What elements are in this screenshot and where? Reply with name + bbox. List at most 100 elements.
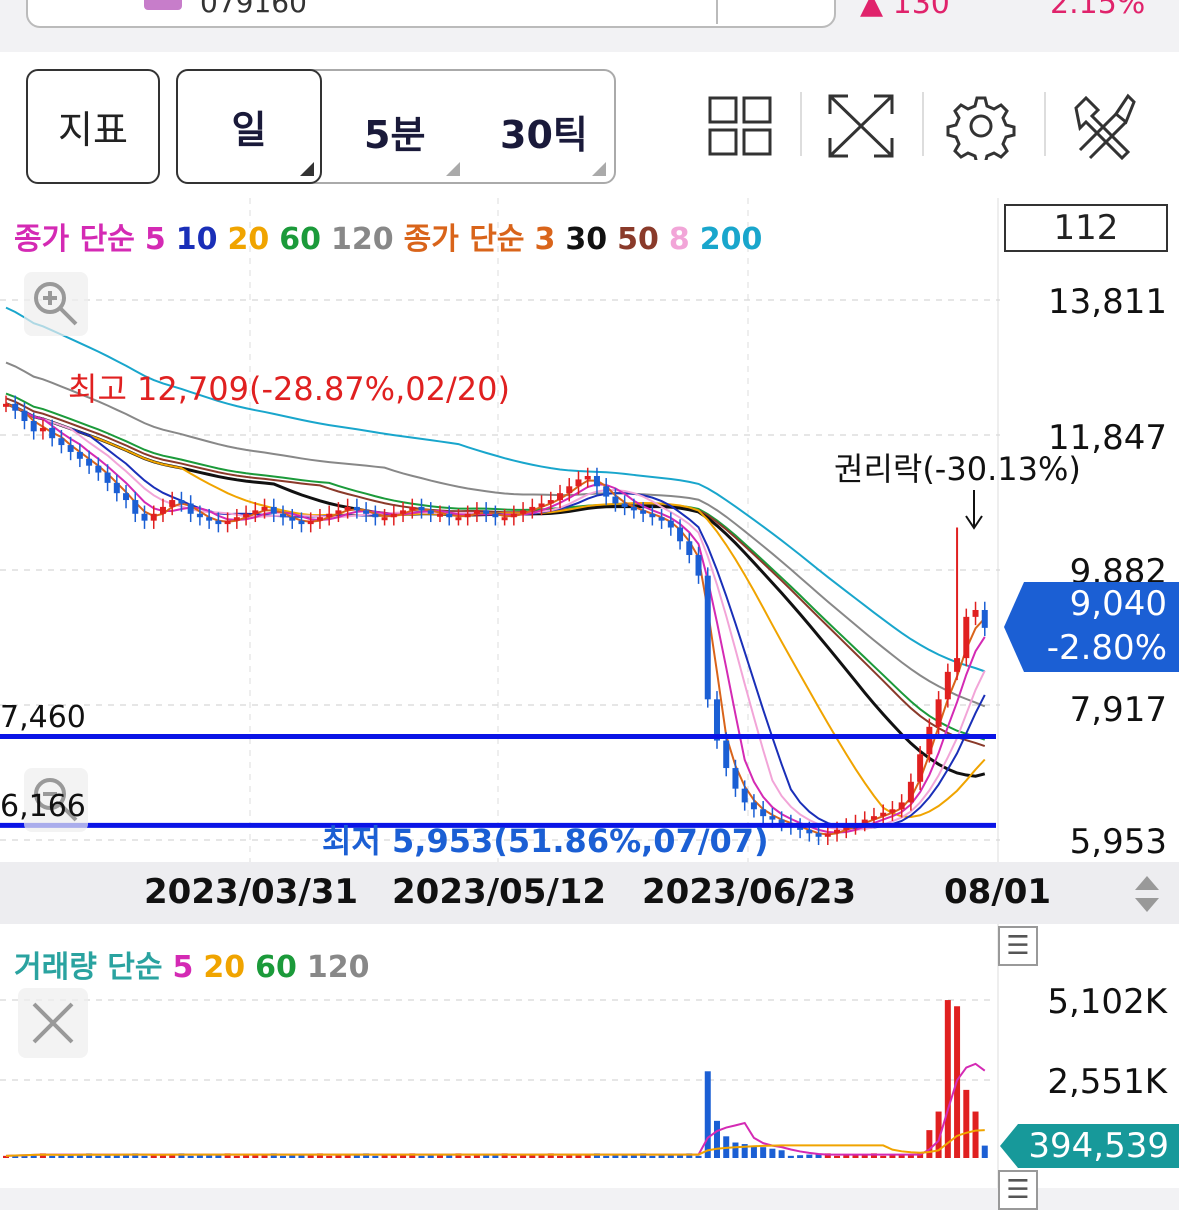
x-axis-bar <box>0 862 1179 924</box>
zoom-out-icon[interactable] <box>24 768 88 836</box>
candle-body <box>215 520 222 525</box>
gear-icon[interactable] <box>946 92 1016 166</box>
candle-body <box>289 517 296 521</box>
indicator-button[interactable]: 지표 <box>26 69 160 184</box>
candle-body <box>353 506 360 511</box>
price-chart-panel[interactable] <box>0 198 1179 862</box>
candle-body <box>732 768 739 789</box>
volume-bar <box>547 1153 554 1158</box>
candle-body <box>224 520 231 525</box>
price-chart[interactable] <box>0 198 1179 862</box>
stock-type-icon <box>144 0 182 10</box>
volume-bar <box>381 1155 388 1158</box>
current-volume-tag: 394,539 <box>1000 1124 1179 1168</box>
volume-bar <box>686 1153 693 1158</box>
volume-bar <box>39 1153 46 1158</box>
candle-body <box>621 503 628 507</box>
period-day-button[interactable]: 일 <box>176 69 322 184</box>
volume-bar <box>21 1154 28 1158</box>
candle-count-box[interactable]: 112 <box>1004 204 1168 252</box>
volume-bar <box>612 1155 619 1158</box>
volume-bar <box>575 1154 582 1158</box>
candle-body <box>12 403 19 411</box>
candle-body <box>58 438 65 446</box>
volume-bar <box>261 1153 268 1158</box>
candle-body <box>741 788 748 803</box>
volume-bar <box>418 1155 425 1158</box>
candle-body <box>843 826 850 830</box>
candle-body <box>150 513 157 521</box>
period-5min-button[interactable]: 5분 <box>364 113 426 157</box>
resize-handle-icon[interactable] <box>1132 872 1162 920</box>
line-label-lower: 6,166 <box>0 789 86 824</box>
candle-body <box>270 506 277 514</box>
volume-bar <box>86 1153 93 1158</box>
volume-bar <box>824 1153 831 1158</box>
volume-bar <box>981 1145 988 1158</box>
candle-body <box>649 513 656 518</box>
legend-item: 종가 단순 <box>403 222 525 257</box>
volume-bar <box>529 1154 536 1158</box>
volume-bar <box>12 1155 19 1158</box>
candle-body <box>363 510 370 514</box>
legend-item: 50 <box>617 222 659 257</box>
candle-body <box>206 517 213 521</box>
volume-bar <box>123 1153 130 1158</box>
zoom-in-icon[interactable] <box>24 272 88 340</box>
close-icon[interactable] <box>18 988 88 1062</box>
candle-body <box>575 479 582 487</box>
moving-average-line <box>5 361 986 708</box>
volume-bar <box>58 1155 65 1158</box>
volume-bar <box>206 1154 213 1158</box>
volume-chart[interactable] <box>0 924 1179 1188</box>
volume-ma-line <box>5 1062 986 1157</box>
candle-body <box>640 510 647 514</box>
legend-item: 20 <box>227 222 270 257</box>
candle-body <box>612 496 619 504</box>
candle-body <box>520 510 527 514</box>
line-label-upper: 7,460 <box>0 700 86 735</box>
candle-body <box>547 500 554 504</box>
expand-icon[interactable] <box>826 92 896 164</box>
volume-bar <box>806 1154 813 1158</box>
candle-body <box>944 671 951 700</box>
candle-body <box>49 427 56 439</box>
candle-body <box>233 517 240 521</box>
current-change: -2.80% <box>1046 628 1167 668</box>
grid-icon[interactable] <box>706 94 774 162</box>
menu-icon[interactable]: ☰ <box>998 1170 1038 1210</box>
volume-panel[interactable] <box>0 924 1179 1188</box>
legend-item: 120 <box>330 222 394 257</box>
volume-bar <box>880 1155 887 1158</box>
volume-bar <box>677 1153 684 1158</box>
candle-body <box>335 510 342 514</box>
candle-body <box>593 475 600 487</box>
candle-body <box>704 575 711 700</box>
volume-bar <box>326 1155 333 1158</box>
candle-body <box>400 510 407 514</box>
volume-bar <box>270 1153 277 1158</box>
dropdown-corner-icon <box>300 162 314 176</box>
candle-body <box>178 500 185 504</box>
candle-body <box>446 513 453 518</box>
volume-bar <box>464 1155 471 1158</box>
candle-body <box>196 513 203 518</box>
volume-bar <box>501 1153 508 1158</box>
toolbar-separator <box>922 92 924 156</box>
volume-legend-item: 120 <box>306 950 370 985</box>
volume-bar <box>335 1155 342 1158</box>
moving-average-line <box>5 306 986 673</box>
candle-body <box>483 510 490 514</box>
candle-body <box>713 699 720 741</box>
candle-body <box>880 812 887 817</box>
volume-bar <box>769 1148 776 1158</box>
tools-icon[interactable] <box>1070 92 1140 164</box>
period-30tick-button[interactable]: 30틱 <box>500 113 588 157</box>
volume-legend: 거래량 단순 5 20 60 120 <box>14 942 379 986</box>
legend-item: 3 <box>534 222 556 257</box>
menu-icon[interactable]: ☰ <box>998 926 1038 966</box>
volume-bar <box>834 1155 841 1158</box>
volume-bar <box>3 1155 9 1158</box>
legend-item: 8 <box>668 222 690 257</box>
volume-bar <box>187 1155 194 1158</box>
